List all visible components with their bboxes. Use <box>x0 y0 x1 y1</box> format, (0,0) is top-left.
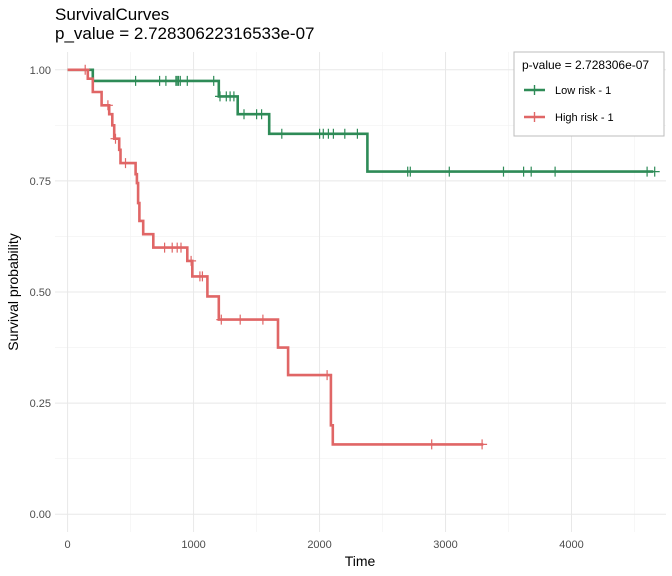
censor-mark <box>186 255 197 266</box>
x-tick-label: 3000 <box>433 539 457 551</box>
y-tick-label: 0.00 <box>30 509 51 521</box>
censor-mark <box>228 91 239 102</box>
censor-mark <box>444 166 455 177</box>
series-group <box>67 64 488 450</box>
x-axis-title: Time <box>345 553 376 569</box>
legend-label: Low risk - 1 <box>555 85 611 97</box>
censor-mark <box>405 166 416 177</box>
survival-curve-line <box>67 68 484 446</box>
censor-mark <box>130 75 141 86</box>
censor-mark <box>235 314 246 325</box>
censor-mark <box>239 109 249 120</box>
censor-mark <box>256 109 267 120</box>
chart-subtitle: p_value = 2.72830622316533e-07 <box>55 24 315 43</box>
censor-mark <box>352 128 363 139</box>
axis-ticks: 0 1000 2000 3000 4000 0.00 0.25 0.50 0.75 1.00 <box>30 65 584 551</box>
censor-mark <box>498 166 509 177</box>
censor-mark <box>257 314 268 325</box>
censor-mark <box>426 439 437 450</box>
legend: p-value = 2.728306e-07 Low risk - 1 High … <box>513 51 665 137</box>
censor-mark <box>102 100 113 111</box>
censor-mark <box>322 370 333 381</box>
y-tick-label: 1.00 <box>30 65 51 77</box>
y-tick-label: 0.50 <box>30 287 51 299</box>
censor-mark <box>182 75 193 86</box>
censor-mark <box>176 242 186 253</box>
y-tick-label: 0.25 <box>30 398 51 410</box>
survival-curves <box>67 64 660 450</box>
censor-mark <box>160 75 171 86</box>
censor-mark <box>550 166 561 177</box>
censor-mark <box>120 158 131 169</box>
x-tick-label: 2000 <box>307 539 331 551</box>
censor-mark <box>649 166 660 177</box>
censor-mark <box>526 166 537 177</box>
censor-mark <box>216 314 227 325</box>
legend-entry: High risk - 1 <box>524 112 614 124</box>
x-tick-label: 4000 <box>559 539 583 551</box>
legend-items: Low risk - 1 High risk - 1 <box>524 85 614 124</box>
censor-mark <box>197 271 208 282</box>
chart-title: SurvivalCurves <box>55 5 169 24</box>
censor-mark <box>339 128 350 139</box>
censor-mark <box>328 128 339 139</box>
legend-label: High risk - 1 <box>555 112 614 124</box>
censor-mark <box>80 64 91 75</box>
y-axis-title: Survival probability <box>5 233 21 351</box>
legend-box <box>513 51 665 137</box>
legend-title: p-value = 2.728306e-07 <box>522 58 649 72</box>
censor-mark <box>208 75 219 86</box>
censor-mark <box>110 133 121 144</box>
censor-mark <box>477 439 488 450</box>
legend-entry: Low risk - 1 <box>524 85 611 97</box>
y-tick-label: 0.75 <box>30 176 51 188</box>
x-tick-label: 0 <box>65 539 71 551</box>
x-tick-label: 1000 <box>181 539 205 551</box>
censor-mark <box>276 128 287 139</box>
